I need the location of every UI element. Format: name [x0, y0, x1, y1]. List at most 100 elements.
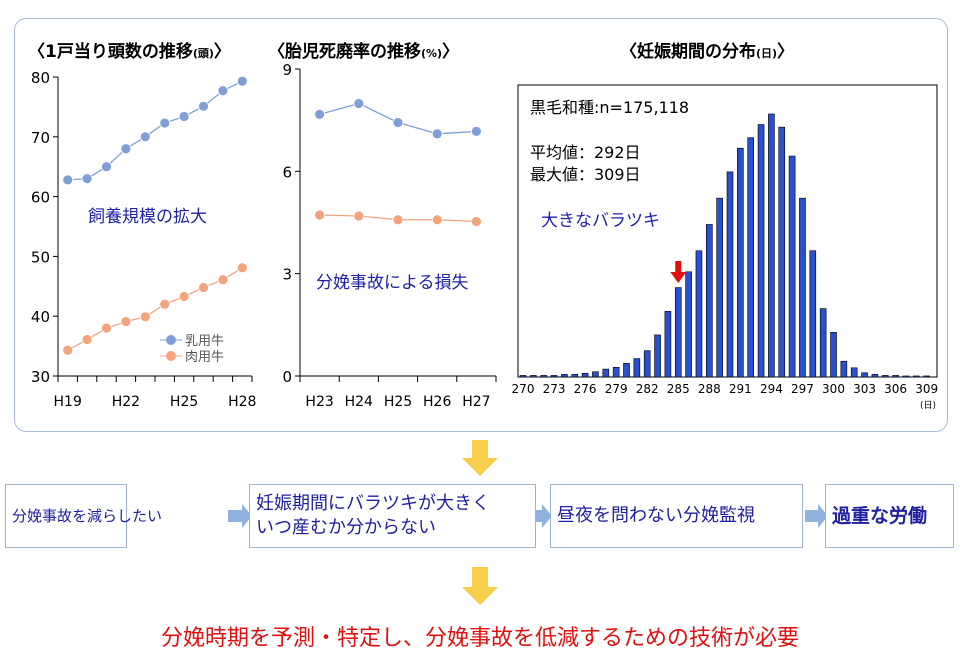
right-arrow-icon	[228, 504, 252, 528]
bar-271	[530, 375, 537, 378]
right-arrow-icon	[805, 504, 828, 528]
flow-step-text: 分娩事故を減らしたい	[12, 507, 163, 525]
bar-270	[519, 375, 527, 378]
bar-309	[923, 375, 930, 378]
flow-step-1: 分娩事故を減らしたい	[5, 484, 162, 548]
data-point	[120, 316, 132, 327]
data-point	[392, 214, 404, 226]
flow-step-text: 過重な労働	[832, 505, 928, 527]
series-line-肉用牛	[67, 267, 243, 351]
conclusion-text: 分娩時期を予測・特定し、分娩事故を低減するための技術が必要	[160, 626, 799, 651]
data-point	[101, 322, 112, 334]
data-point	[314, 209, 326, 221]
bar-278	[602, 368, 610, 378]
bar-299	[819, 308, 827, 378]
x-tick-label: 291	[729, 382, 752, 396]
x-tick-label: 288	[698, 382, 721, 396]
bar-296	[788, 155, 796, 378]
chart3-title: 〈妊娠期間の分布(日)〉	[620, 37, 794, 62]
x-tick-label: 279	[605, 382, 628, 396]
x-tick-label: H28	[228, 394, 256, 410]
bar-306	[892, 375, 899, 378]
data-point	[236, 75, 248, 87]
bar-281	[633, 358, 641, 378]
chart3-annotation: 大きなバラツキ	[541, 211, 660, 231]
y-tick-label: 70	[31, 129, 50, 147]
x-tick-label: 294	[760, 382, 783, 396]
bar-305	[881, 375, 889, 378]
chart3-unit: (日)	[756, 47, 778, 60]
bar-288	[705, 224, 713, 378]
x-tick-label: 303	[853, 382, 876, 396]
y-tick-label: 80	[31, 69, 50, 87]
legend-label: 肉用牛	[185, 350, 224, 365]
bar-297	[799, 197, 806, 378]
data-point	[62, 174, 74, 186]
x-tick-label: H24	[345, 394, 373, 410]
data-point	[470, 126, 482, 137]
flow-step-text: 妊娠期間にバラツキが大きく	[256, 493, 490, 514]
x-tick-label: 273	[543, 382, 566, 396]
bar-292	[747, 137, 755, 378]
chart2-unit: (%)	[421, 47, 443, 60]
series-line-乳用牛	[67, 80, 243, 181]
bar-284	[664, 310, 672, 378]
data-point	[101, 161, 112, 173]
bar-295	[778, 126, 786, 378]
y-tick-label: 60	[31, 189, 50, 207]
down-arrow-icon	[462, 567, 498, 605]
chart1-title-end: 〉	[213, 42, 231, 62]
data-point	[217, 85, 229, 97]
data-point	[431, 214, 443, 226]
x-tick-label: H26	[423, 394, 451, 410]
data-point	[353, 210, 365, 222]
y-tick-label: 50	[31, 248, 50, 266]
y-tick-label: 6	[282, 163, 292, 181]
data-point	[81, 334, 93, 345]
x-tick-label: H25	[384, 394, 412, 410]
chart1-annotation: 飼養規模の拡大	[88, 207, 207, 227]
data-point	[431, 128, 443, 140]
y-tick-label: 9	[282, 61, 292, 79]
flow-step-3: 昼夜を問わない分娩監視	[550, 484, 803, 548]
bar-301	[840, 360, 848, 378]
y-tick-label: 0	[282, 368, 292, 386]
data-point	[159, 298, 171, 310]
bar-273	[550, 375, 558, 378]
bar-300	[830, 331, 837, 378]
mean-text: 平均値：292日	[530, 143, 641, 162]
chart1-title-text: 〈1戸当り頭数の推移	[28, 42, 193, 62]
bar-285	[674, 287, 682, 378]
bar-302	[850, 367, 858, 378]
chart2-annotation: 分娩事故による損失	[316, 273, 469, 293]
bar-272	[540, 375, 548, 378]
legend-marker	[166, 351, 176, 361]
bar-275	[571, 374, 579, 378]
chart1-unit: (頭)	[192, 47, 214, 60]
x-tick-label: H22	[112, 394, 140, 410]
flow-step-2: 妊娠期間にバラツキが大きく いつ産むか分からない	[249, 484, 536, 548]
x-tick-label: 309	[915, 382, 938, 396]
legend-label: 乳用牛	[185, 334, 224, 349]
chart1-title: 〈1戸当り頭数の推移(頭)〉	[28, 37, 231, 62]
x-tick-label: H25	[170, 394, 198, 410]
x-tick-label: H23	[305, 394, 333, 410]
data-point	[470, 216, 482, 227]
bar-290	[726, 171, 734, 378]
x-axis-unit: (日)	[920, 400, 936, 411]
y-tick-label: 3	[282, 266, 292, 284]
data-point	[314, 108, 326, 120]
bar-280	[623, 363, 630, 378]
bar-308	[912, 375, 920, 378]
x-tick-label: 306	[884, 382, 907, 396]
x-tick-label: 282	[636, 382, 659, 396]
y-tick-label: 40	[31, 308, 50, 326]
chart3-title-text: 〈妊娠期間の分布	[620, 42, 756, 62]
data-point	[139, 311, 151, 323]
bar-283	[654, 334, 661, 378]
bar-282	[643, 350, 651, 378]
data-point	[198, 100, 209, 112]
x-tick-label: H27	[462, 394, 490, 410]
data-point	[353, 98, 365, 109]
